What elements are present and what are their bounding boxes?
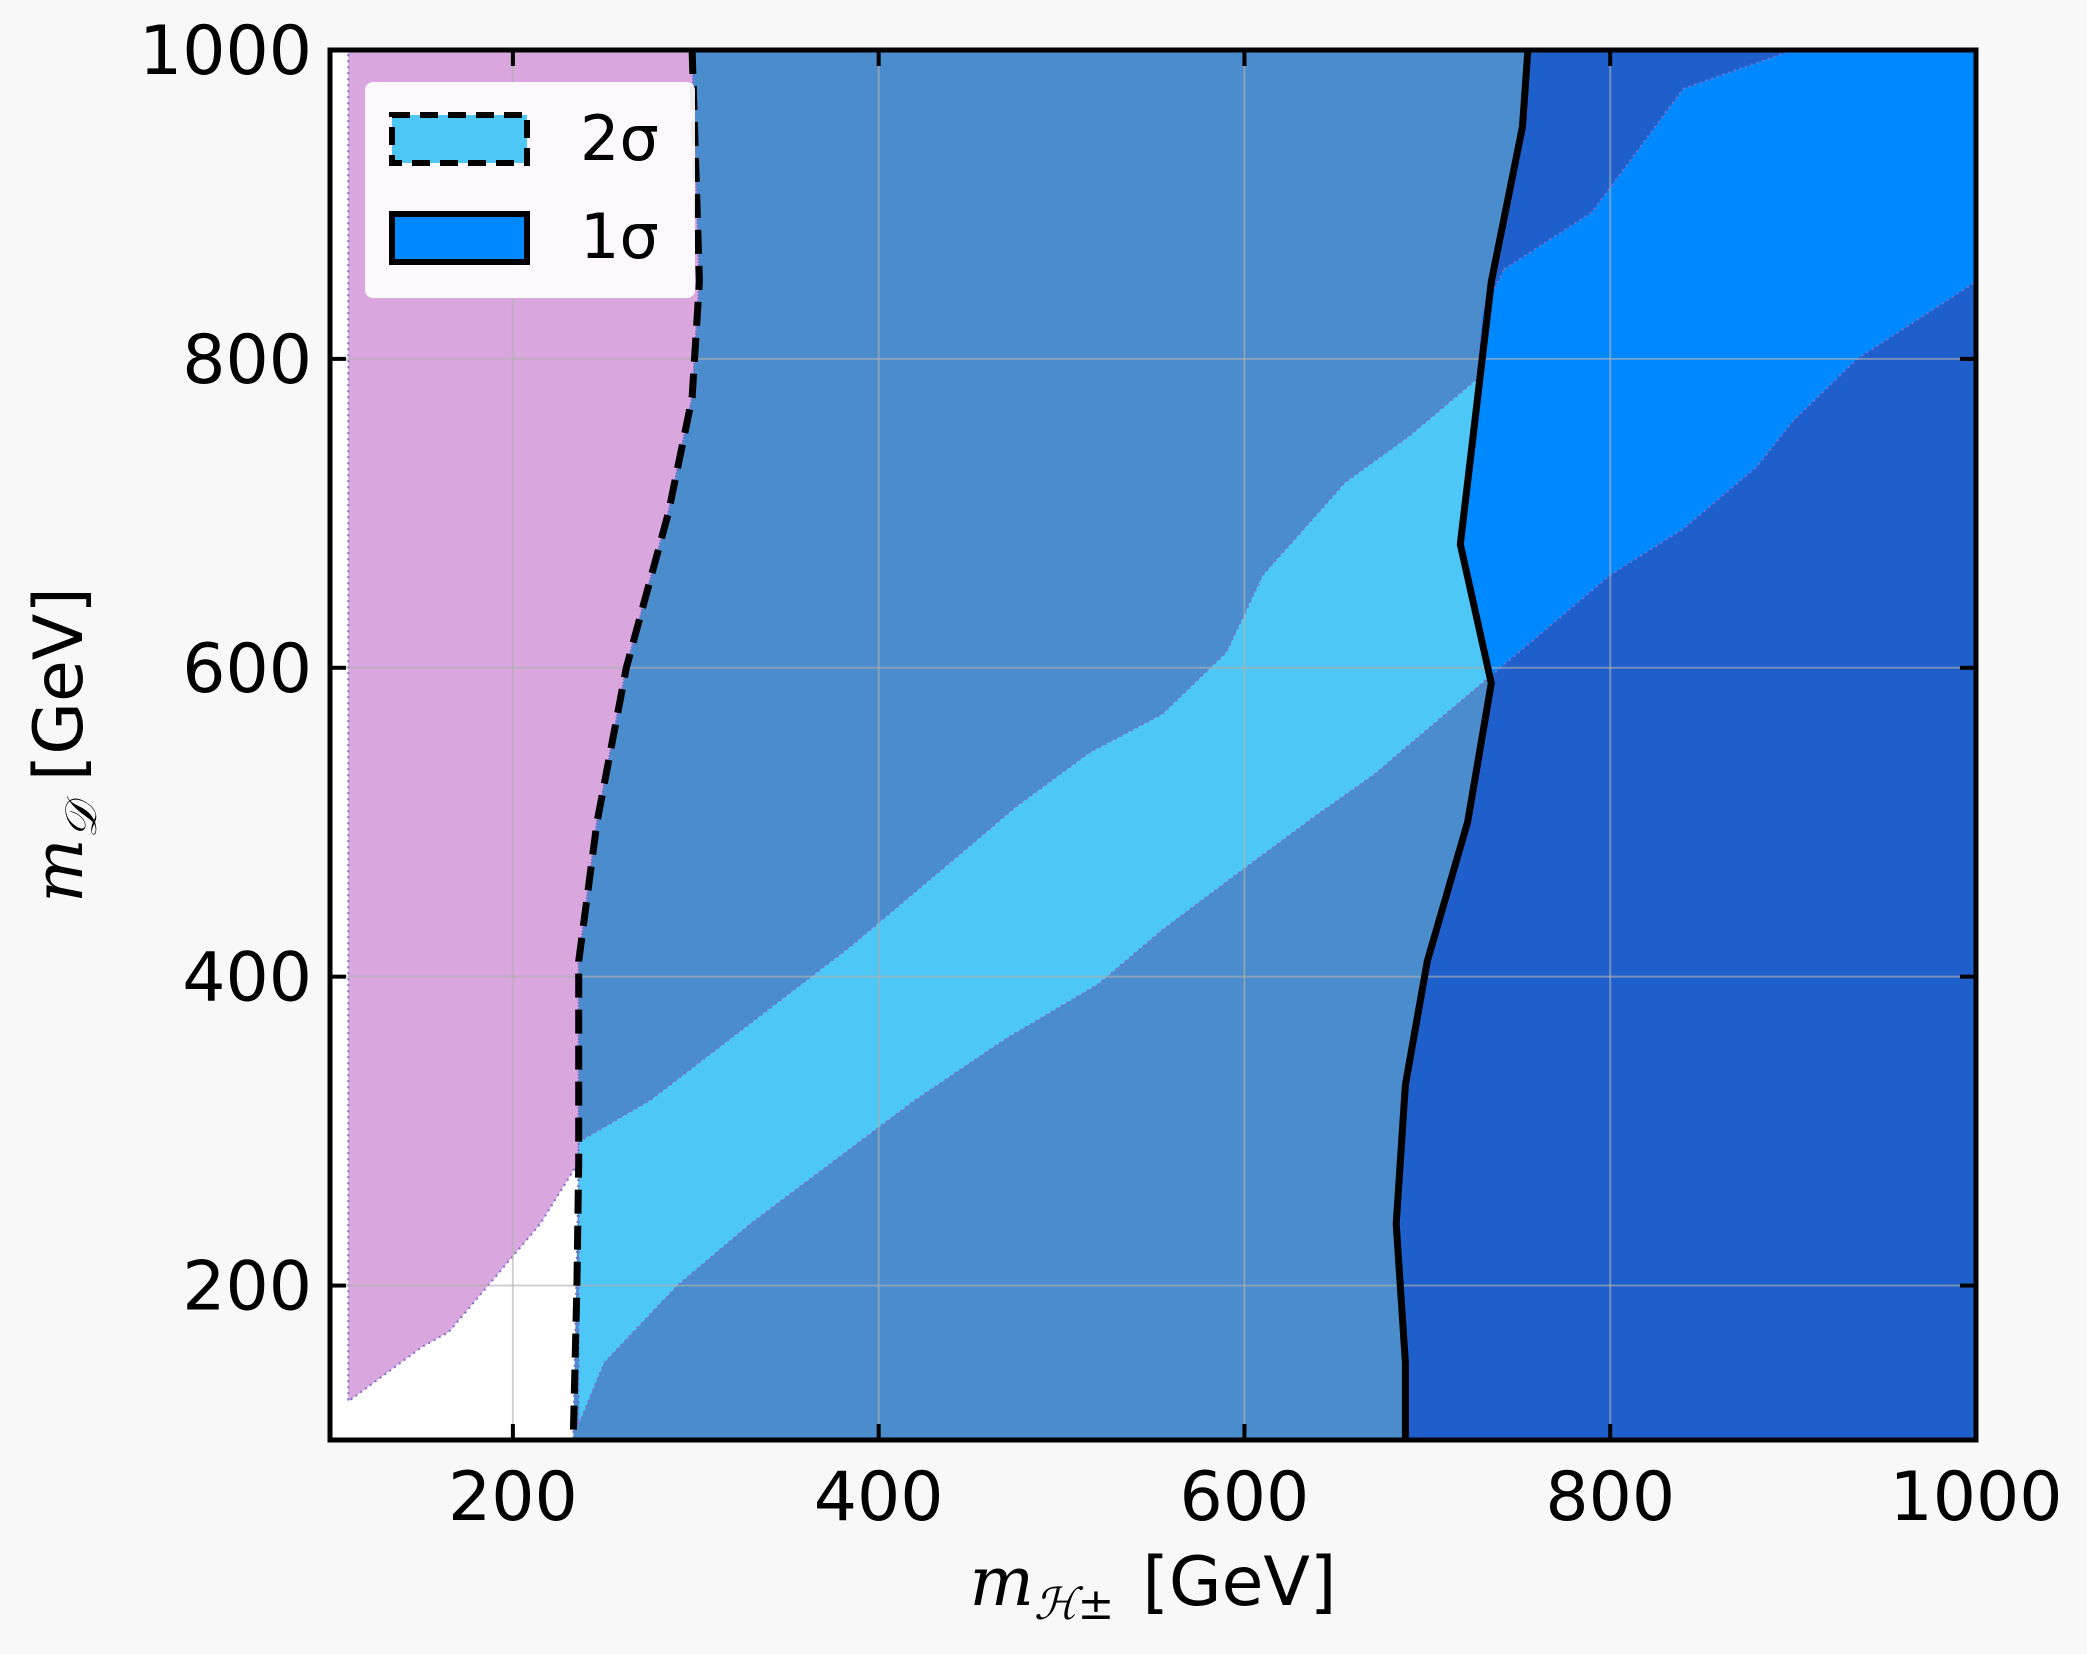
x-tick-label-400: 400 — [814, 1458, 944, 1537]
x-tick-label-800: 800 — [1545, 1458, 1675, 1537]
legend-label-1sigma: 1σ — [580, 200, 659, 273]
x-tick-label-1000: 1000 — [1889, 1458, 2062, 1537]
x-tick-label-200: 200 — [448, 1458, 578, 1537]
plot-frame — [327, 47, 1979, 1443]
axis-ticks: 200 400 600 800 1000 200 400 600 800 1000 — [139, 12, 2063, 1537]
y-tick-label-400: 400 — [182, 939, 312, 1018]
legend-swatch-1sigma — [389, 211, 530, 265]
y-tick-label-200: 200 — [182, 1248, 312, 1327]
filled-regions — [347, 50, 1976, 1440]
legend: 2σ 1σ — [365, 82, 695, 298]
y-axis-label: m𝒟[GeV] — [20, 587, 107, 903]
region-1sigma — [1459, 50, 1976, 678]
y-tick-label-600: 600 — [182, 630, 312, 709]
legend-label-2sigma: 2σ — [580, 102, 659, 175]
x-axis-label: mℋ± [GeV] — [970, 1543, 1337, 1630]
contour-lines — [569, 50, 1532, 1440]
x-tick-label-600: 600 — [1180, 1458, 1310, 1537]
contour-line-1sigma — [1392, 50, 1532, 1440]
y-tick-label-800: 800 — [182, 321, 312, 400]
legend-swatch-2sigma — [389, 112, 530, 166]
region-2sigma — [577, 371, 1493, 1425]
contour-line-2sigma — [569, 50, 703, 1440]
y-tick-label-1000: 1000 — [139, 12, 312, 91]
